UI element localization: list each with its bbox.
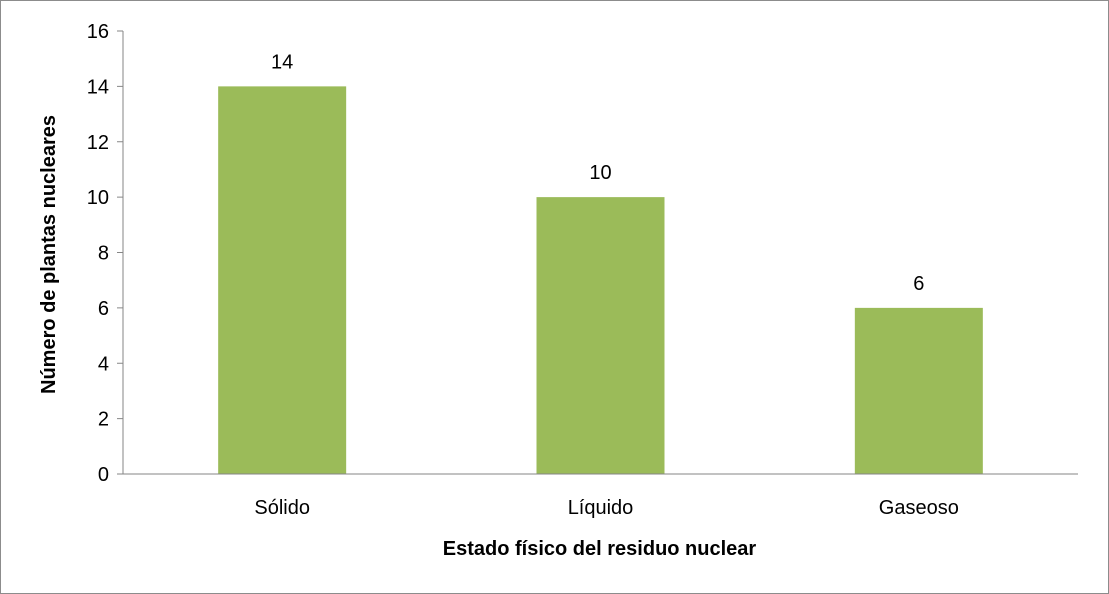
axes: [122, 31, 1078, 475]
data-labels: 14 10 6: [271, 51, 924, 295]
y-tick-label: 8: [98, 243, 109, 265]
y-tick-label: 6: [98, 298, 109, 320]
x-axis-ticks: Sólido Líquido Gaseoso: [254, 497, 959, 519]
bar-sólido: [218, 86, 347, 474]
x-axis-title: Estado físico del residuo nuclear: [443, 538, 757, 560]
y-axis-title: Número de plantas nucleares: [38, 115, 60, 394]
y-tick-label: 2: [98, 409, 109, 431]
y-tick-label: 12: [87, 132, 109, 154]
x-tick-label: Gaseoso: [879, 497, 959, 519]
data-label: 6: [913, 273, 924, 295]
bars: [218, 86, 983, 474]
y-tick-label: 4: [98, 353, 109, 375]
bar-gaseoso: [854, 307, 983, 474]
x-tick-label: Sólido: [254, 497, 310, 519]
y-axis-ticks: 0 2 4 6 8 10 12 14 16: [87, 21, 123, 486]
y-tick-label: 16: [87, 21, 109, 43]
y-tick-label: 0: [98, 464, 109, 486]
bar-líquido: [536, 197, 665, 474]
x-tick-label: Líquido: [568, 497, 634, 519]
data-label: 14: [271, 51, 293, 73]
y-tick-label: 10: [87, 187, 109, 209]
y-tick-label: 14: [87, 76, 109, 98]
data-label: 10: [589, 162, 611, 184]
